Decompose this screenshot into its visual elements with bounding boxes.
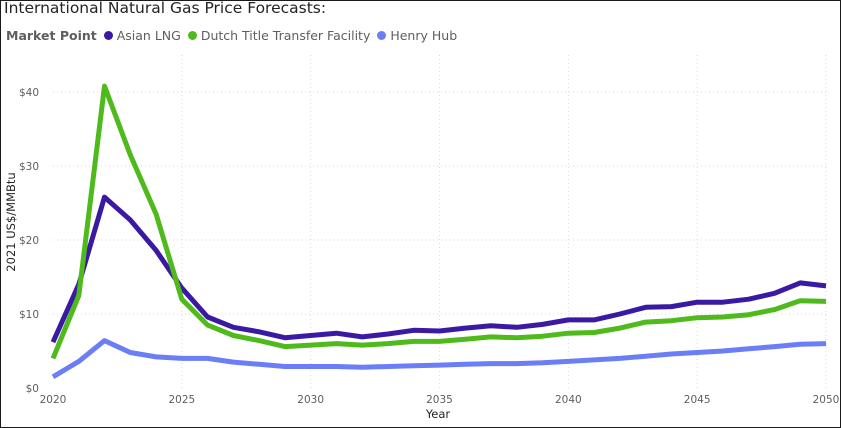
x-tick-label: 2030 [297, 394, 324, 406]
x-tick-label: 2025 [168, 394, 195, 406]
legend-marker-henry-hub [377, 31, 387, 40]
legend-item-asian-lng[interactable]: Asian LNG [103, 28, 181, 43]
y-tick-label: $40 [19, 87, 39, 99]
series-line-asian-lng[interactable] [50, 194, 827, 344]
legend-item-henry-hub[interactable]: Henry Hub [377, 28, 457, 43]
gridlines [53, 55, 827, 388]
x-tick-label: 2035 [426, 394, 453, 406]
y-tick-label: $0 [26, 383, 39, 395]
series-line-dutch-title-transfer-facility[interactable] [50, 83, 827, 360]
y-tick-label: $30 [19, 161, 39, 173]
legend-title: Market Point [6, 28, 97, 43]
y-tick-label: $10 [19, 309, 39, 321]
legend-item-dutch-ttf[interactable]: Dutch Title Transfer Facility [187, 28, 371, 43]
y-tick-label: $20 [19, 235, 39, 247]
tick-labels: $0 $10 $20 $30 $40 2020 2025 2030 2035 2040 2045 20… [19, 87, 839, 406]
legend-marker-dutch-ttf [187, 31, 197, 40]
x-tick-label: 2020 [40, 394, 67, 406]
y-axis-title: 2021 US$/MMBtu [4, 172, 18, 271]
legend-label-dutch-ttf: Dutch Title Transfer Facility [200, 28, 371, 43]
series-lines [50, 83, 827, 380]
legend: Market Point Asian LNG Dutch Title Trans… [6, 28, 464, 43]
chart-title: International Natural Gas Price Forecast… [4, 0, 327, 17]
x-tick-label: 2050 [813, 394, 840, 406]
x-tick-label: 2040 [555, 394, 582, 406]
series-line-henry-hub[interactable] [51, 338, 827, 380]
legend-label-henry-hub: Henry Hub [390, 28, 458, 43]
x-tick-label: 2045 [684, 394, 711, 406]
x-axis-title: Year [425, 407, 451, 421]
legend-marker-asian-lng [103, 31, 113, 40]
legend-label-asian-lng: Asian LNG [116, 28, 181, 43]
